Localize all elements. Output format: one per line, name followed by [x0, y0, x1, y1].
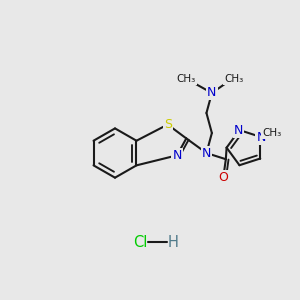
Text: H: H	[168, 235, 178, 250]
Text: N: N	[234, 124, 243, 137]
Text: N: N	[172, 149, 182, 162]
Text: O: O	[219, 171, 228, 184]
Text: N: N	[202, 146, 211, 160]
Text: CH₃: CH₃	[177, 74, 196, 84]
Text: Cl: Cl	[134, 235, 148, 250]
Text: N: N	[207, 86, 217, 100]
Text: CH₃: CH₃	[262, 128, 281, 138]
Text: CH₃: CH₃	[224, 74, 243, 84]
Text: N: N	[256, 131, 266, 144]
Text: S: S	[164, 118, 172, 131]
